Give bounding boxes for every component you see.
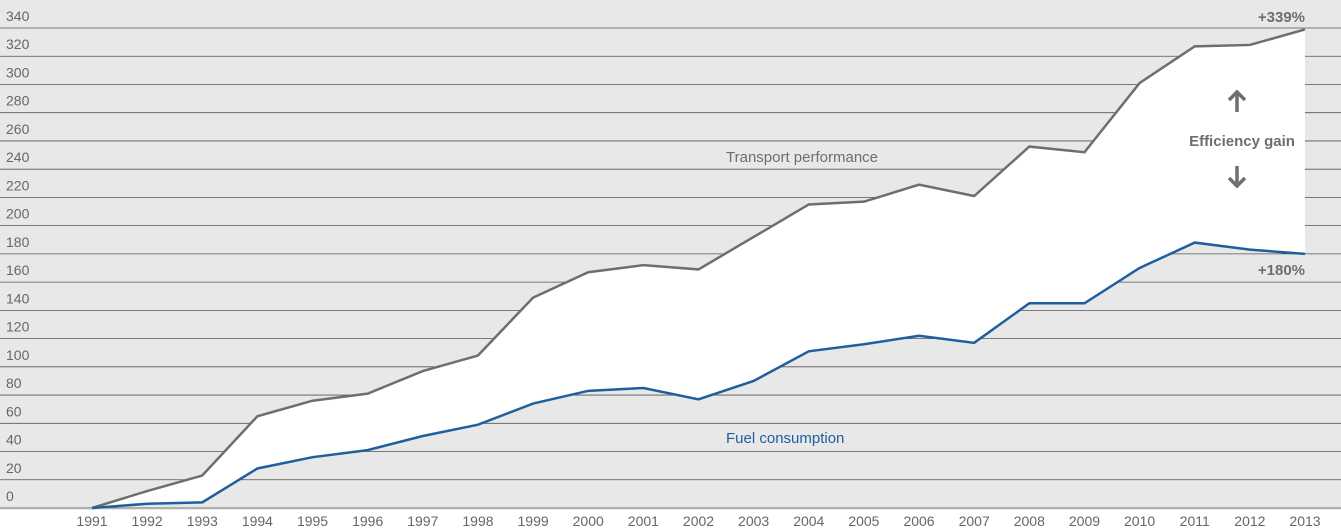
x-tick-label: 2005: [848, 513, 879, 529]
y-tick-label: 20: [6, 460, 22, 476]
x-tick-label: 1999: [518, 513, 549, 529]
x-tick-label: 2000: [573, 513, 604, 529]
y-tick-label: 0: [6, 488, 14, 504]
y-tick-label: 40: [6, 432, 22, 448]
x-tick-label: 2006: [903, 513, 934, 529]
x-tick-label: 2009: [1069, 513, 1100, 529]
annotation: +180%: [1258, 262, 1305, 279]
y-tick-label: 100: [6, 347, 30, 363]
arrow-down: [1227, 166, 1247, 189]
y-tick-label: 140: [6, 290, 30, 306]
x-tick-label: 2007: [959, 513, 990, 529]
x-tick-label: 2008: [1014, 513, 1045, 529]
y-tick-label: 80: [6, 375, 22, 391]
series-line: [91, 28, 1306, 510]
y-tick-label: 160: [6, 262, 30, 278]
y-tick-label: 200: [6, 206, 30, 222]
annotation: Efficiency gain: [1189, 133, 1295, 150]
y-tick-label: 320: [6, 36, 30, 52]
band: [92, 29, 1305, 508]
x-tick-label: 2013: [1289, 513, 1320, 529]
x-tick-label: 1992: [132, 513, 163, 529]
x-tick-label: 1995: [297, 513, 328, 529]
y-tick-label: 300: [6, 64, 30, 80]
x-tick-label: 1991: [76, 513, 107, 529]
arrow-up: [1227, 89, 1247, 112]
x-tick-label: 2003: [738, 513, 769, 529]
y-tick-label: 260: [6, 121, 30, 137]
series-label: Fuel consumption: [726, 430, 844, 447]
x-tick-label: 2002: [683, 513, 714, 529]
lines: [91, 28, 1306, 510]
x-tick-label: 2012: [1234, 513, 1265, 529]
x-tick-label: 2004: [793, 513, 824, 529]
y-tick-label: 340: [6, 8, 30, 24]
x-tick-label: 2010: [1124, 513, 1155, 529]
x-tick-label: 2001: [628, 513, 659, 529]
y-tick-label: 280: [6, 93, 30, 109]
x-tick-label: 1998: [462, 513, 493, 529]
y-tick-label: 220: [6, 177, 30, 193]
x-tick-label: 1997: [407, 513, 438, 529]
x-tick-label: 1996: [352, 513, 383, 529]
y-tick-label: 120: [6, 319, 30, 335]
x-tick-label: 1993: [187, 513, 218, 529]
grid: 0 20 40 60 80 100 120 140 160 180 200 220 240 260 280 3…: [0, 8, 1341, 529]
x-tick-label: 2011: [1180, 513, 1210, 529]
annotation: +339%: [1258, 9, 1305, 26]
x-tick-label: 1994: [242, 513, 273, 529]
y-tick-label: 240: [6, 149, 30, 165]
efficiency-band: [92, 29, 1305, 508]
series-line: [91, 241, 1306, 510]
y-tick-label: 60: [6, 403, 22, 419]
series-label: Transport performance: [726, 149, 878, 166]
y-tick-label: 180: [6, 234, 30, 250]
